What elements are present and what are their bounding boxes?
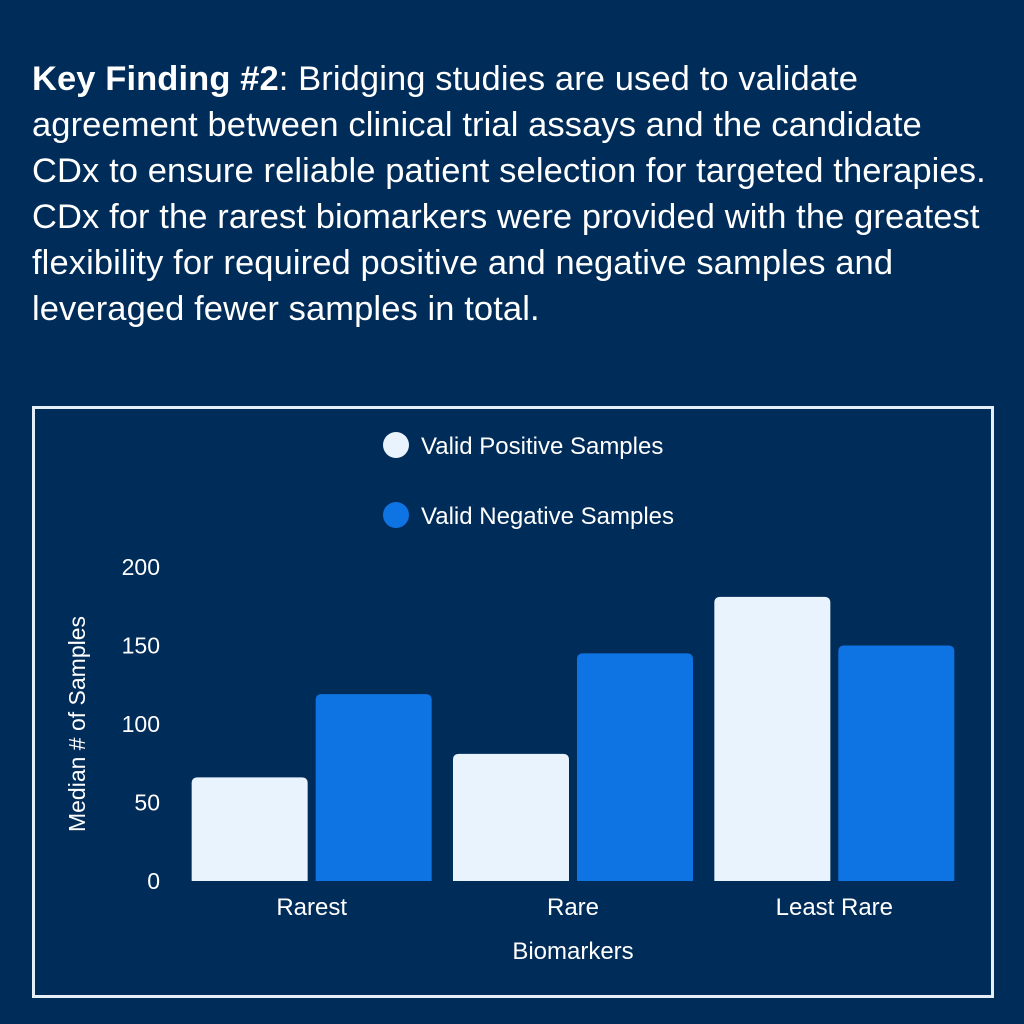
x-tick-label-rarest: Rarest — [276, 894, 347, 921]
bars — [191, 596, 955, 881]
y-axis: 0 50 100 150 200 Median # of Samples — [64, 554, 160, 894]
legend-swatch-1 — [383, 432, 409, 458]
bar-least-rare-series-2 — [838, 645, 955, 881]
x-tick-label-least-rare: Least Rare — [776, 894, 893, 921]
y-tick-label-100: 100 — [122, 711, 160, 737]
y-tick-label-200: 200 — [122, 554, 160, 580]
headline: Key Finding #2: Bridging studies are use… — [32, 56, 992, 332]
headline-bold: Key Finding #2 — [32, 60, 279, 98]
y-tick-label-150: 150 — [122, 633, 160, 659]
bar-least-rare-series-1 — [714, 596, 831, 881]
bar-rare-series-2 — [577, 653, 693, 881]
x-axis: Rarest Rare Least Rare Biomarkers — [276, 894, 893, 965]
legend: Valid Positive Samples Valid Negative Sam… — [383, 432, 674, 530]
headline-body: : Bridging studies are used to validate … — [32, 60, 986, 328]
legend-label-1: Valid Positive Samples — [421, 433, 663, 460]
y-tick-label-50: 50 — [134, 790, 160, 816]
bar-rarest-series-2 — [315, 694, 432, 881]
bar-rarest-series-1 — [191, 777, 308, 881]
chart-frame: Valid Positive Samples Valid Negative Sam… — [32, 406, 994, 998]
x-axis-title: Biomarkers — [512, 938, 633, 965]
x-tick-label-rare: Rare — [547, 894, 599, 921]
legend-swatch-2 — [383, 502, 409, 528]
y-tick-label-0: 0 — [147, 868, 160, 894]
y-axis-title: Median # of Samples — [64, 616, 90, 832]
bar-rare-series-1 — [453, 753, 569, 881]
bar-chart: Valid Positive Samples Valid Negative Sam… — [64, 432, 955, 965]
legend-label-2: Valid Negative Samples — [421, 503, 674, 530]
